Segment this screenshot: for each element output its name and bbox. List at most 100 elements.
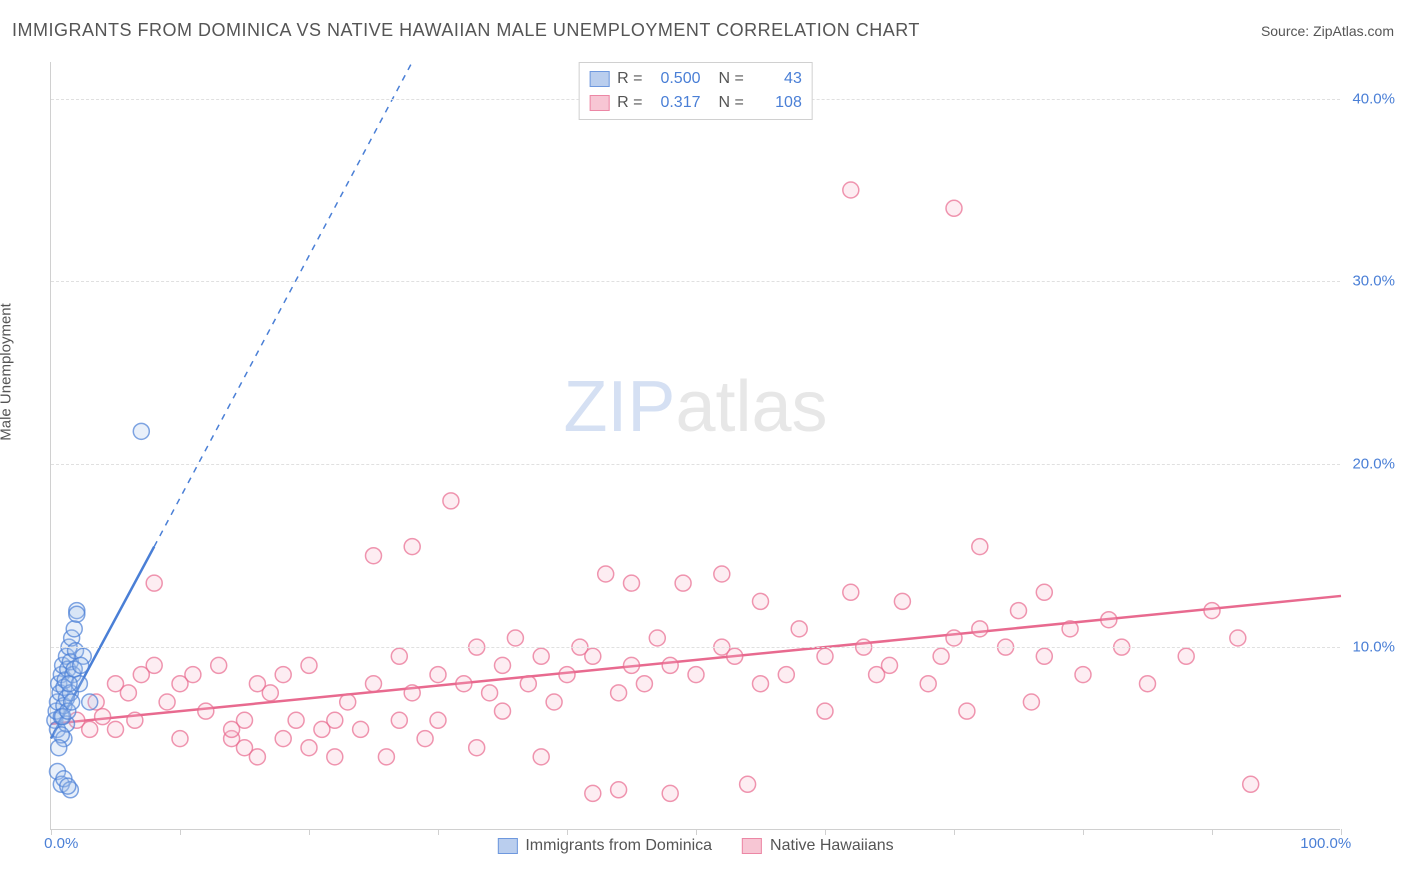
data-point <box>843 584 859 600</box>
legend-swatch <box>497 838 517 854</box>
data-point <box>1178 648 1194 664</box>
legend-swatch <box>589 95 609 111</box>
data-point <box>82 721 98 737</box>
data-point <box>275 731 291 747</box>
data-point <box>972 621 988 637</box>
y-tick-label: 30.0% <box>1352 273 1395 290</box>
legend-stats: R =0.500N =43R =0.317N =108 <box>578 62 813 120</box>
data-point <box>288 712 304 728</box>
gridline-h <box>51 464 1340 465</box>
data-point <box>624 657 640 673</box>
data-point <box>959 703 975 719</box>
data-point <box>946 200 962 216</box>
data-point <box>753 593 769 609</box>
data-point <box>611 782 627 798</box>
data-point <box>727 648 743 664</box>
x-tick <box>309 829 310 835</box>
data-point <box>340 694 356 710</box>
data-point <box>69 606 85 622</box>
data-point <box>714 566 730 582</box>
data-point <box>533 749 549 765</box>
data-point <box>66 621 82 637</box>
data-point <box>51 740 67 756</box>
y-axis-label: Male Unemployment <box>0 303 15 441</box>
data-point <box>353 721 369 737</box>
data-point <box>817 703 833 719</box>
data-point <box>430 667 446 683</box>
x-tick <box>567 829 568 835</box>
x-tick <box>1212 829 1213 835</box>
x-tick <box>438 829 439 835</box>
r-value: 0.317 <box>651 91 701 115</box>
data-point <box>894 593 910 609</box>
data-point <box>146 575 162 591</box>
data-point <box>469 740 485 756</box>
data-point <box>95 709 111 725</box>
legend-swatch <box>742 838 762 854</box>
n-value: 43 <box>752 67 802 91</box>
data-point <box>753 676 769 692</box>
data-point <box>366 548 382 564</box>
data-point <box>249 749 265 765</box>
data-point <box>1062 621 1078 637</box>
data-point <box>675 575 691 591</box>
data-point <box>417 731 433 747</box>
data-point <box>456 676 472 692</box>
data-point <box>327 749 343 765</box>
x-tick-label: 0.0% <box>44 835 78 852</box>
header: IMMIGRANTS FROM DOMINICA VS NATIVE HAWAI… <box>12 20 1394 41</box>
data-point <box>495 703 511 719</box>
data-point <box>198 703 214 719</box>
data-point <box>64 694 80 710</box>
data-point <box>301 740 317 756</box>
data-point <box>546 694 562 710</box>
source-label: Source: ZipAtlas.com <box>1261 23 1394 39</box>
data-point <box>1243 776 1259 792</box>
x-tick <box>825 829 826 835</box>
data-point <box>636 676 652 692</box>
data-point <box>443 493 459 509</box>
legend-series-label: Native Hawaiians <box>770 837 894 855</box>
data-point <box>624 575 640 591</box>
data-point <box>507 630 523 646</box>
legend-series-item: Native Hawaiians <box>742 837 894 855</box>
x-tick-label: 100.0% <box>1300 835 1351 852</box>
n-label: N = <box>719 67 744 91</box>
data-point <box>946 630 962 646</box>
data-point <box>133 423 149 439</box>
y-tick-label: 10.0% <box>1352 639 1395 656</box>
data-point <box>120 685 136 701</box>
plot-svg <box>51 62 1340 829</box>
data-point <box>585 648 601 664</box>
data-point <box>495 657 511 673</box>
gridline-h <box>51 281 1340 282</box>
data-point <box>778 667 794 683</box>
scatter-chart: ZIPatlas R =0.500N =43R =0.317N =108 Imm… <box>50 62 1340 830</box>
data-point <box>1230 630 1246 646</box>
data-point <box>1075 667 1091 683</box>
data-point <box>649 630 665 646</box>
x-tick <box>696 829 697 835</box>
data-point <box>378 749 394 765</box>
x-tick <box>1083 829 1084 835</box>
trend-line <box>51 596 1341 724</box>
data-point <box>366 676 382 692</box>
data-point <box>211 657 227 673</box>
data-point <box>1023 694 1039 710</box>
data-point <box>662 785 678 801</box>
data-point <box>1204 603 1220 619</box>
data-point <box>611 685 627 701</box>
data-point <box>185 667 201 683</box>
r-value: 0.500 <box>651 67 701 91</box>
chart-title: IMMIGRANTS FROM DOMINICA VS NATIVE HAWAI… <box>12 20 920 41</box>
data-point <box>740 776 756 792</box>
y-tick-label: 40.0% <box>1352 90 1395 107</box>
r-label: R = <box>617 91 642 115</box>
data-point <box>262 685 278 701</box>
data-point <box>662 657 678 673</box>
legend-swatch <box>589 71 609 87</box>
trend-line-extrapolated <box>154 62 412 547</box>
data-point <box>391 712 407 728</box>
legend-series-label: Immigrants from Dominica <box>525 837 712 855</box>
data-point <box>327 712 343 728</box>
